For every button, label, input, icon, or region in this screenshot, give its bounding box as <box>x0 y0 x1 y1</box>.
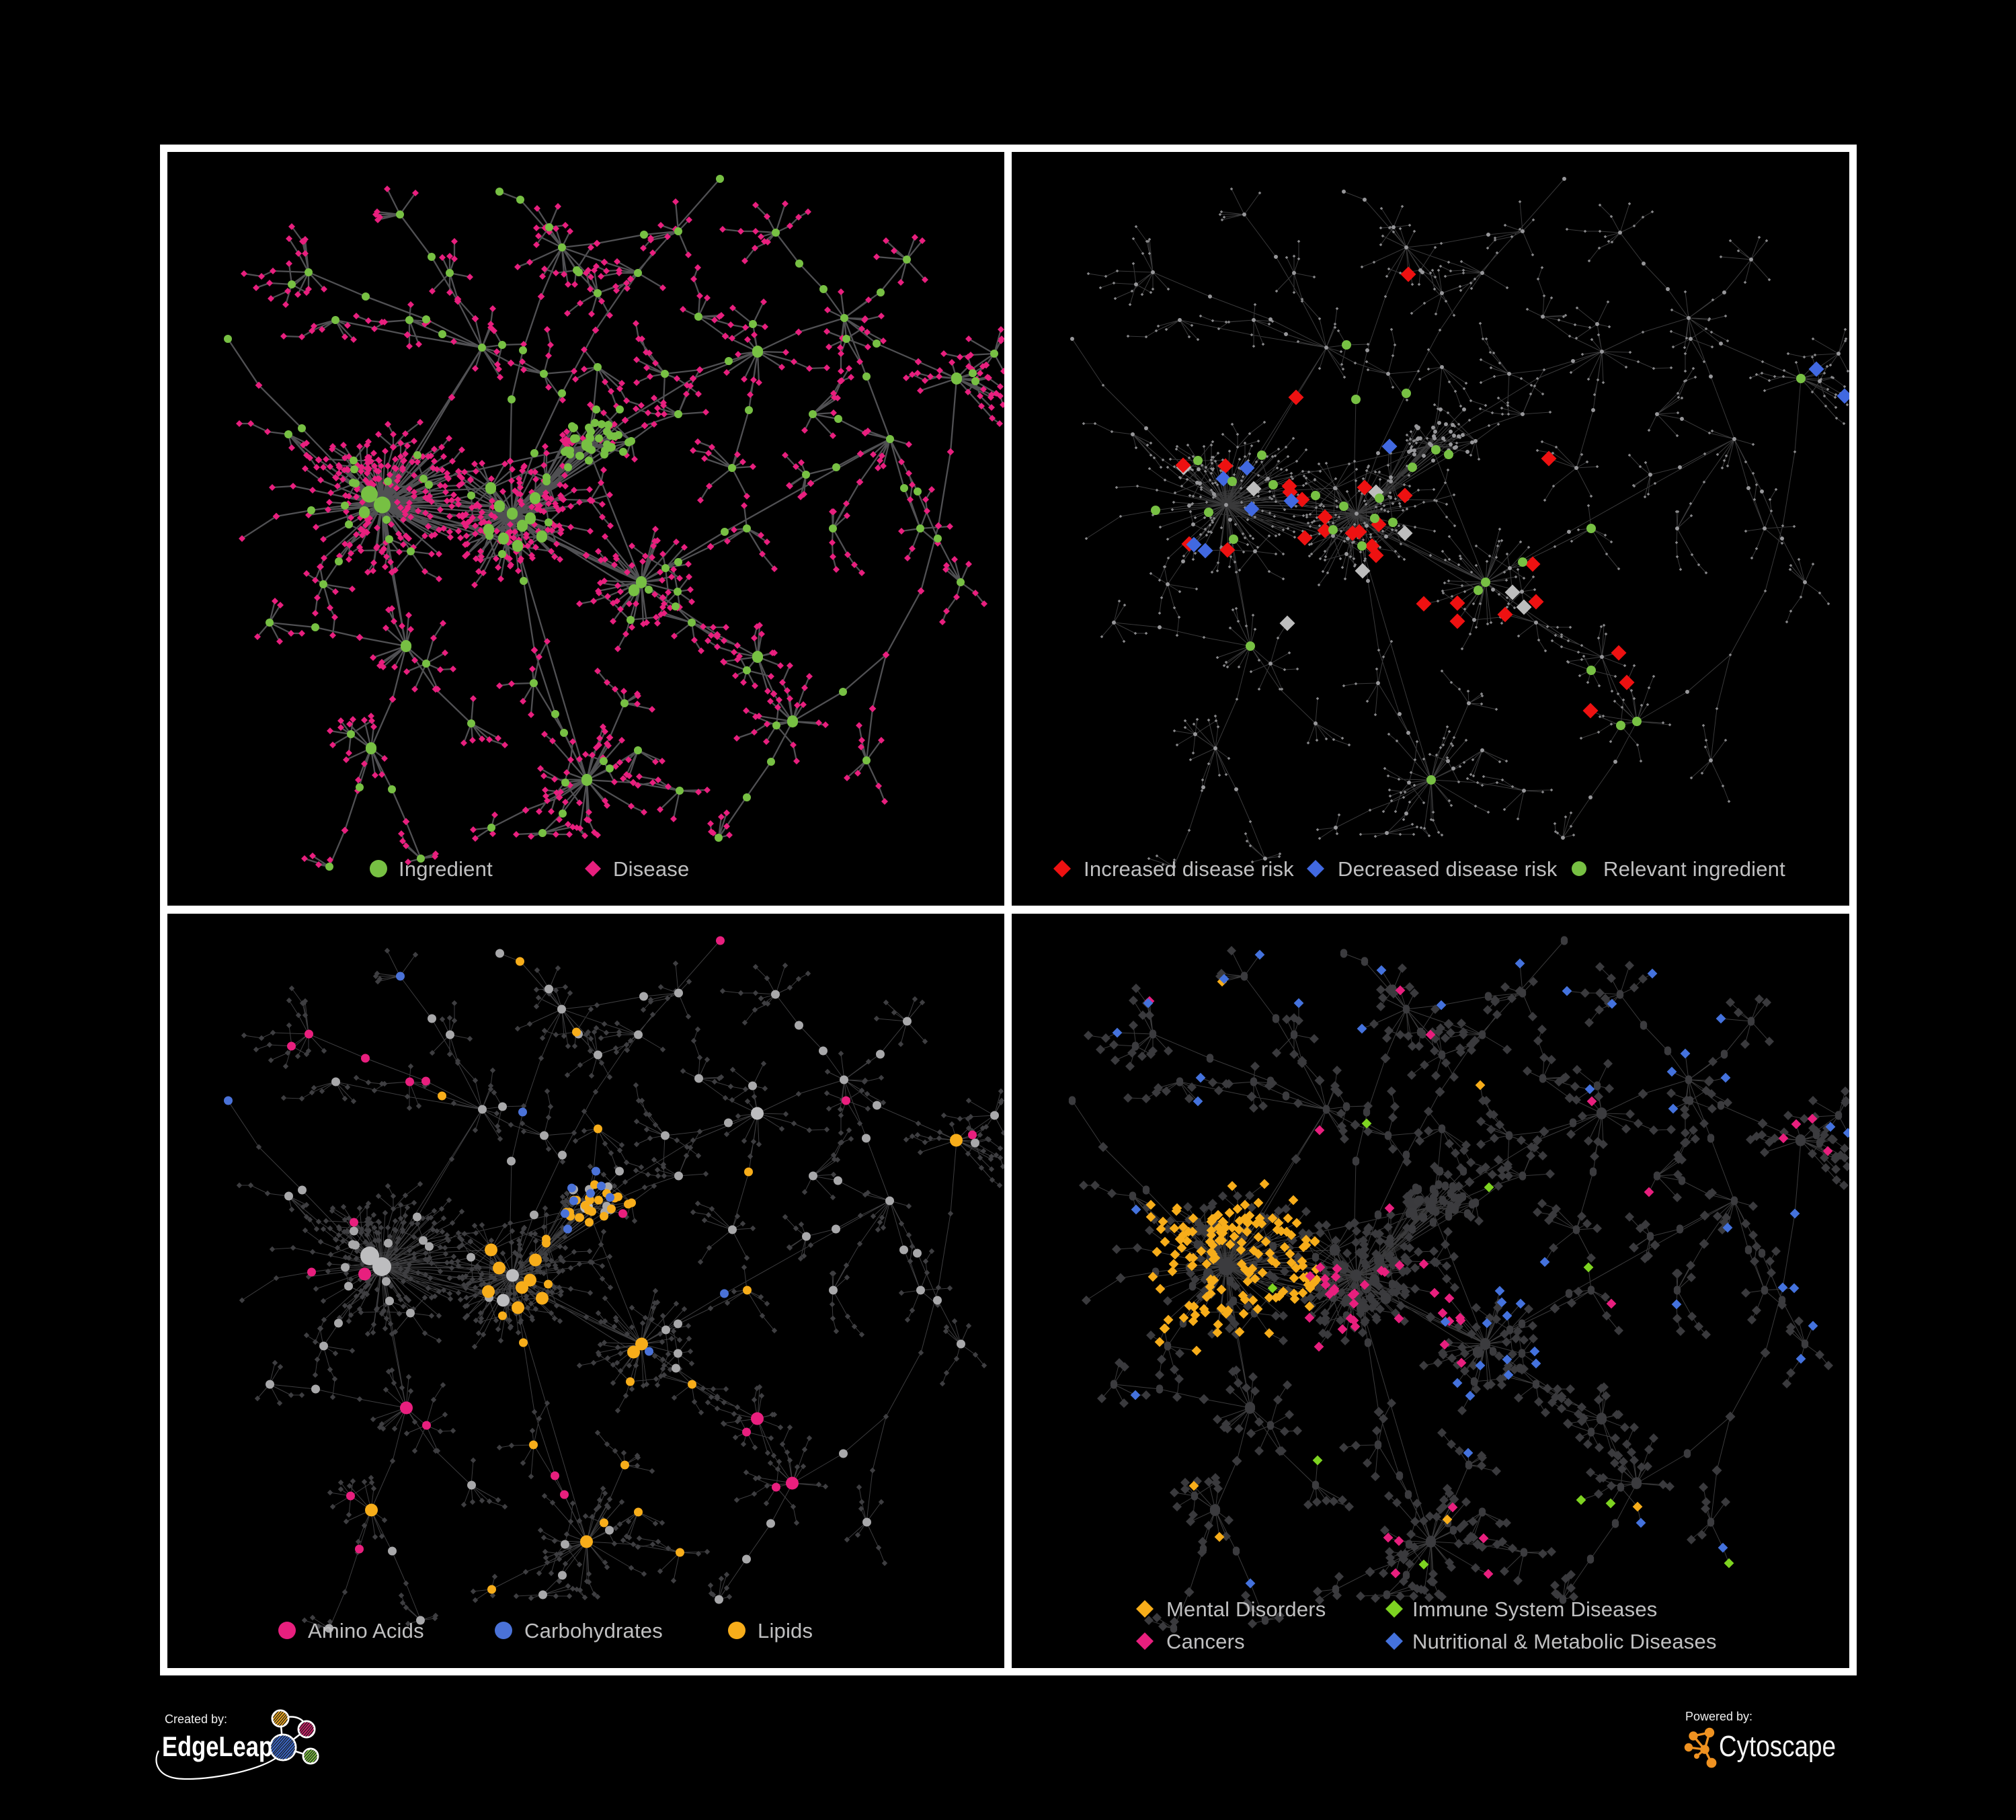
svg-text:Decreased disease risk: Decreased disease risk <box>1338 857 1558 881</box>
svg-text:Immune System Diseases: Immune System Diseases <box>1412 1597 1657 1621</box>
svg-text:Nutritional & Metabolic Diseas: Nutritional & Metabolic Diseases <box>1412 1630 1717 1653</box>
svg-text:Relevant ingredient: Relevant ingredient <box>1603 857 1785 881</box>
svg-text:Lipids: Lipids <box>758 1619 813 1643</box>
svg-text:Cancers: Cancers <box>1166 1630 1245 1653</box>
svg-text:EdgeLeap: EdgeLeap <box>162 1731 273 1762</box>
svg-text:Carbohydrates: Carbohydrates <box>524 1619 663 1643</box>
svg-text:Increased disease risk: Increased disease risk <box>1084 857 1294 881</box>
svg-text:Powered by:: Powered by: <box>1685 1710 1752 1723</box>
svg-text:Cytoscape: Cytoscape <box>1719 1730 1836 1763</box>
svg-text:Disease: Disease <box>613 857 689 881</box>
svg-text:Ingredient: Ingredient <box>399 857 493 881</box>
svg-text:Mental Disorders: Mental Disorders <box>1166 1597 1326 1621</box>
svg-text:Amino Acids: Amino Acids <box>308 1619 424 1643</box>
svg-text:Created by:: Created by: <box>165 1712 227 1726</box>
